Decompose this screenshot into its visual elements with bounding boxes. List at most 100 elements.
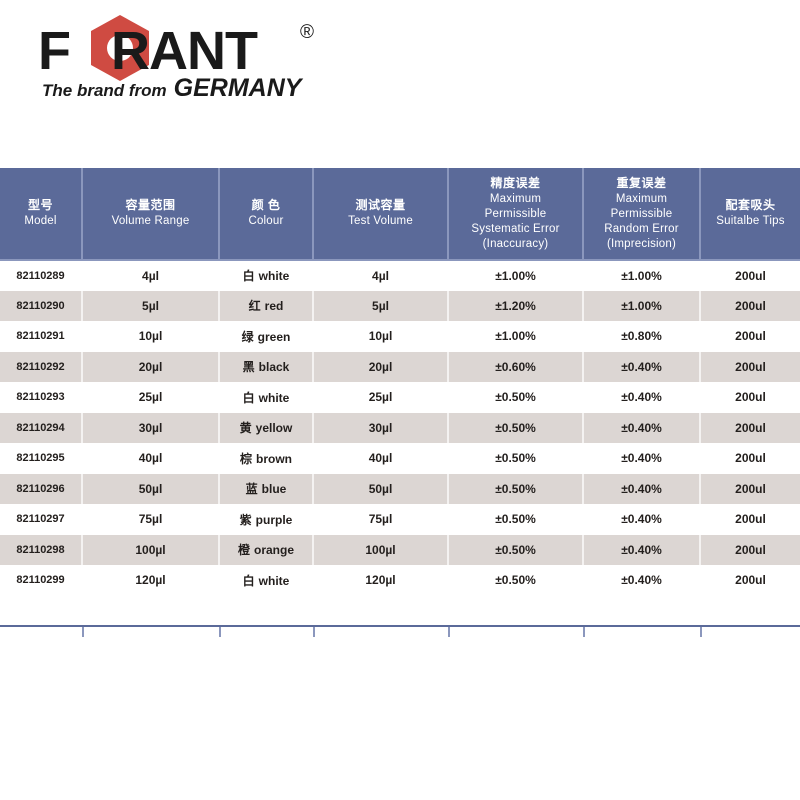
column-header-random-error: 重复误差 Maximum Permissible Random Error (Impr… — [583, 168, 701, 262]
cell-random-error: ±0.40% — [583, 443, 701, 474]
cell-model: 82110295 — [0, 443, 83, 474]
logo-wordmark: FORANT — [38, 24, 258, 78]
cell-colour: 白 white — [219, 260, 314, 291]
table-header-row: 型号 Model 容量范围 Volume Range 颜 色 Colour 测试… — [0, 168, 800, 262]
cell-random-error: ±0.40% — [583, 534, 701, 566]
cell-random-error: ±1.00% — [583, 290, 701, 322]
cell-suitable-tips: 200ul — [700, 565, 800, 596]
cell-colour-cn: 红 — [248, 299, 261, 314]
cell-test-volume: 75µl — [313, 504, 449, 535]
cell-systematic-error: ±1.00% — [448, 260, 584, 291]
column-header-model: 型号 Model — [0, 168, 83, 262]
cell-suitable-tips: 200ul — [700, 443, 800, 474]
brand-header: FORANT ® The brand from GERMANY — [0, 0, 800, 160]
cell-model: 82110291 — [0, 321, 83, 352]
cell-random-error: ±0.40% — [583, 412, 701, 444]
column-header-volume-range: 容量范围 Volume Range — [82, 168, 220, 262]
cell-random-error: ±0.40% — [583, 351, 701, 383]
cell-colour-en: brown — [256, 451, 292, 466]
cell-test-volume: 25µl — [313, 382, 449, 413]
tagline-country: GERMANY — [173, 74, 302, 102]
cell-colour: 红 red — [219, 290, 314, 322]
cell-volume-range: 30µl — [82, 412, 220, 444]
cell-colour-cn: 绿 — [241, 329, 254, 344]
column-header-systematic-error: 精度误差 Maximum Permissible Systematic Error(… — [448, 168, 584, 262]
cell-suitable-tips: 200ul — [700, 321, 800, 352]
bottom-tick-6 — [700, 627, 702, 637]
table-body: 82110289 4µl 白 white 4µl ±1.00% ±1.00% 200ul 821… — [0, 260, 800, 596]
column-header-colour-cn: 颜 色 — [251, 198, 281, 213]
cell-systematic-error: ±0.50% — [448, 382, 584, 413]
table-row: 82110296 50µl 蓝 blue 50µl ±0.50% ±0.40% 200ul — [0, 473, 800, 505]
cell-test-volume: 20µl — [313, 351, 449, 383]
cell-colour: 紫 purple — [219, 504, 314, 535]
bottom-tick-3 — [313, 627, 315, 637]
registered-trademark-icon: ® — [300, 22, 314, 43]
cell-volume-range: 10µl — [82, 321, 220, 352]
cell-colour: 棕 brown — [219, 443, 314, 474]
table-row: 82110298 100µl 橙 orange 100µl ±0.50% ±0.40% 200… — [0, 534, 800, 566]
cell-systematic-error: ±0.50% — [448, 534, 584, 566]
cell-colour-cn: 黄 — [239, 421, 252, 436]
cell-systematic-error: ±0.50% — [448, 504, 584, 535]
cell-volume-range: 120µl — [82, 565, 220, 596]
cell-colour-en: black — [258, 360, 290, 375]
cell-volume-range: 75µl — [82, 504, 220, 535]
cell-colour-cn: 白 — [242, 390, 255, 405]
table-row: 82110295 40µl 棕 brown 40µl ±0.50% ±0.40% 200ul — [0, 443, 800, 474]
cell-colour-cn: 蓝 — [245, 482, 258, 497]
cell-colour: 绿 green — [219, 321, 314, 352]
column-header-random-error-cn: 重复误差 — [616, 176, 667, 190]
column-header-systematic-error-en: Maximum Permissible Systematic Error (Inacc… — [471, 193, 560, 250]
cell-suitable-tips: 200ul — [700, 351, 800, 383]
cell-colour-en: purple — [255, 512, 293, 527]
cell-systematic-error: ±0.60% — [448, 351, 584, 383]
column-header-suitable-tips-cn: 配套吸头 — [725, 198, 776, 213]
bottom-rule-line — [0, 625, 800, 627]
cell-test-volume: 5µl — [313, 290, 449, 322]
forant-logo: FORANT ® The brand from GERMANY — [38, 14, 338, 101]
column-header-suitable-tips-en: Suitalbe Tips — [716, 215, 785, 228]
table-row: 82110299 120µl 白 white 120µl ±0.50% ±0.40% 200u… — [0, 565, 800, 596]
cell-model: 82110293 — [0, 382, 83, 413]
cell-model: 82110290 — [0, 290, 83, 322]
table-row: 82110292 20µl 黑 black 20µl ±0.60% ±0.40% 200ul — [0, 351, 800, 383]
cell-test-volume: 120µl — [313, 565, 449, 596]
hexagon-shield-icon — [90, 14, 150, 82]
cell-suitable-tips: 200ul — [700, 473, 800, 505]
cell-suitable-tips: 200ul — [700, 534, 800, 566]
bottom-tick-1 — [82, 627, 84, 637]
cell-systematic-error: ±1.00% — [448, 321, 584, 352]
cell-random-error: ±0.80% — [583, 321, 701, 352]
cell-colour: 白 white — [219, 382, 314, 413]
cell-model: 82110292 — [0, 351, 83, 383]
cell-colour: 黄 yellow — [219, 412, 314, 444]
cell-colour-cn: 橙 — [237, 543, 250, 558]
cell-systematic-error: ±0.50% — [448, 473, 584, 505]
logo-tagline: The brand from GERMANY — [42, 76, 301, 101]
cell-systematic-error: ±0.50% — [448, 443, 584, 474]
column-header-colour-en: Colour — [248, 215, 284, 228]
cell-volume-range: 50µl — [82, 473, 220, 505]
cell-colour-en: white — [258, 269, 290, 284]
cell-volume-range: 4µl — [82, 260, 220, 291]
cell-model: 82110294 — [0, 412, 83, 444]
bottom-tick-4 — [448, 627, 450, 637]
cell-random-error: ±1.00% — [583, 260, 701, 291]
column-header-random-error-en: Maximum Permissible Random Error (Imprecisi… — [604, 193, 679, 250]
cell-model: 82110296 — [0, 473, 83, 505]
cell-test-volume: 10µl — [313, 321, 449, 352]
cell-test-volume: 4µl — [313, 260, 449, 291]
cell-colour-cn: 白 — [242, 269, 255, 284]
cell-colour-en: green — [257, 329, 291, 344]
table-row: 82110291 10µl 绿 green 10µl ±1.00% ±0.80% 200ul — [0, 321, 800, 352]
column-header-colour: 颜 色 Colour — [219, 168, 314, 262]
column-header-model-en: Model — [24, 215, 57, 228]
bottom-tick-2 — [219, 627, 221, 637]
cell-suitable-tips: 200ul — [700, 412, 800, 444]
cell-colour-en: red — [264, 299, 284, 314]
bottom-tick-5 — [583, 627, 585, 637]
cell-colour: 白 white — [219, 565, 314, 596]
column-header-volume-range-cn: 容量范围 — [125, 198, 176, 213]
table-row: 82110289 4µl 白 white 4µl ±1.00% ±1.00% 200ul — [0, 260, 800, 291]
